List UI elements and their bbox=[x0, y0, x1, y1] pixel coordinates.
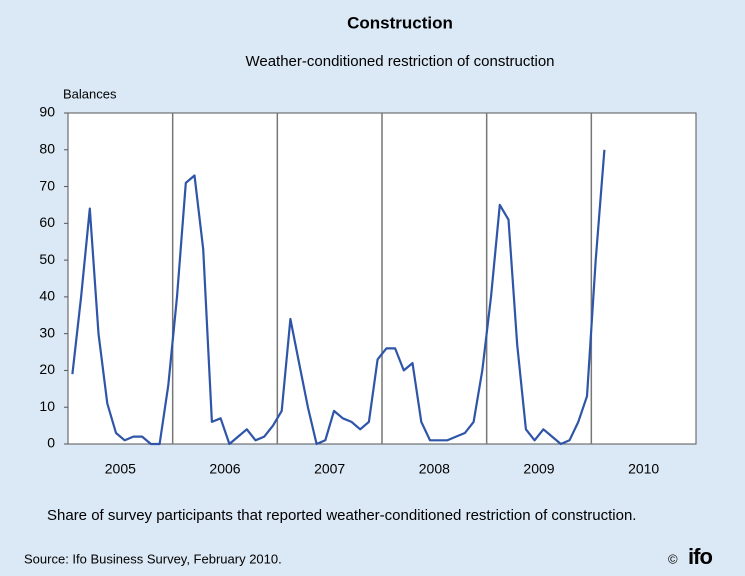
x-tick-label: 2008 bbox=[419, 461, 450, 477]
y-tick-label: 60 bbox=[39, 214, 55, 230]
y-tick-label: 20 bbox=[39, 361, 55, 377]
note: Share of survey participants that report… bbox=[47, 507, 636, 524]
y-axis-label: Balances bbox=[63, 86, 117, 101]
y-tick-label: 90 bbox=[39, 104, 55, 120]
y-tick-label: 30 bbox=[39, 324, 55, 340]
y-tick-label: 50 bbox=[39, 251, 55, 267]
y-tick-label: 70 bbox=[39, 177, 55, 193]
chart-subtitle: Weather-conditioned restriction of const… bbox=[245, 53, 554, 70]
y-tick-label: 80 bbox=[39, 140, 55, 156]
y-tick-label: 40 bbox=[39, 288, 55, 304]
y-tick-label: 10 bbox=[39, 398, 55, 414]
source: Source: Ifo Business Survey, February 20… bbox=[24, 551, 282, 566]
x-tick-label: 2006 bbox=[209, 461, 240, 477]
logo: ifo bbox=[688, 544, 712, 569]
x-tick-label: 2009 bbox=[523, 461, 554, 477]
chart-title: Construction bbox=[347, 13, 453, 32]
y-tick-label: 0 bbox=[47, 435, 55, 451]
x-tick-label: 2005 bbox=[105, 461, 136, 477]
x-tick-label: 2007 bbox=[314, 461, 345, 477]
data-line bbox=[71, 149, 606, 446]
x-tick-label: 2010 bbox=[628, 461, 659, 477]
copyright: © bbox=[668, 551, 678, 566]
